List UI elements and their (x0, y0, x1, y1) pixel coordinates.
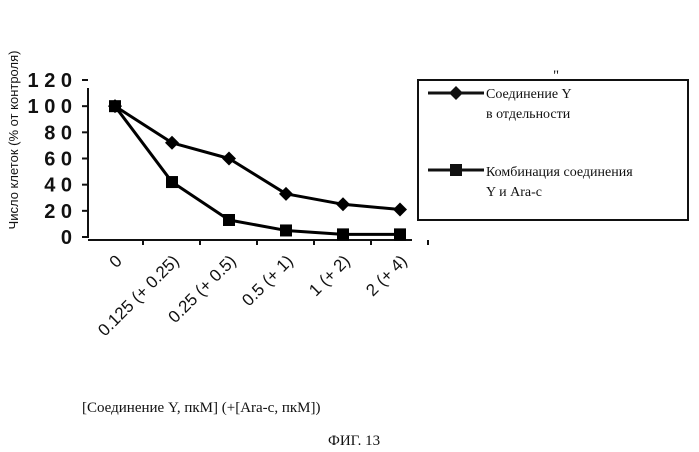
y-tick-label: 1 2 0 (28, 70, 72, 92)
y-tick-label: 4 0 (44, 175, 72, 197)
point-square (166, 176, 178, 188)
x-tick-label: 2 (+ 4) (362, 251, 411, 300)
legend-marker-diamond (449, 86, 463, 100)
y-ticks: 0 2 0 4 0 6 0 8 0 1 0 0 1 2 0 (28, 70, 88, 249)
x-tick-label: 0.125 (+ 0.25) (94, 251, 183, 340)
y-tick-label: 8 0 (44, 122, 72, 144)
series-line-1 (115, 106, 400, 209)
figure-label: ФИГ. 13 (328, 433, 380, 449)
series-markers (108, 99, 407, 240)
point-diamond (279, 187, 293, 201)
y-tick-label: 0 (61, 227, 72, 249)
point-square (109, 100, 121, 112)
point-square (337, 228, 349, 240)
legend-label-series-1a: Соединение Y (486, 87, 572, 102)
legend-label-series-2b: Y и Ara-c (486, 185, 542, 200)
point-square (223, 214, 235, 226)
x-tick-label: 0.5 (+ 1) (238, 251, 297, 310)
point-diamond (222, 152, 236, 166)
point-diamond (393, 203, 407, 217)
y-tick-label: 6 0 (44, 149, 72, 171)
legend-marker-square (450, 164, 462, 176)
point-diamond (336, 197, 350, 211)
series-lines (115, 106, 400, 234)
stray-mark: " (553, 68, 559, 84)
x-ticks: 00.125 (+ 0.25)0.25 (+ 0.5)0.5 (+ 1)1 (+… (94, 240, 428, 340)
x-tick-label: 0 (106, 251, 126, 271)
y-tick-label: 2 0 (44, 201, 72, 223)
series-line-2 (115, 106, 400, 234)
y-tick-label: 1 0 0 (28, 96, 72, 118)
legend-label-series-2a: Комбинация соединения (486, 165, 633, 180)
x-tick-label: 1 (+ 2) (305, 251, 354, 300)
point-square (394, 228, 406, 240)
legend-label-series-1b: в отдельности (486, 107, 571, 122)
legend: Соединение Y в отдельности Комбинация со… (418, 80, 688, 220)
y-axis-title: Число клеток (% от контроля) (6, 51, 21, 230)
point-square (280, 224, 292, 236)
x-axis-title: [Соединение Y, пкМ] (+[Ara-c, пкМ]) (82, 400, 320, 416)
